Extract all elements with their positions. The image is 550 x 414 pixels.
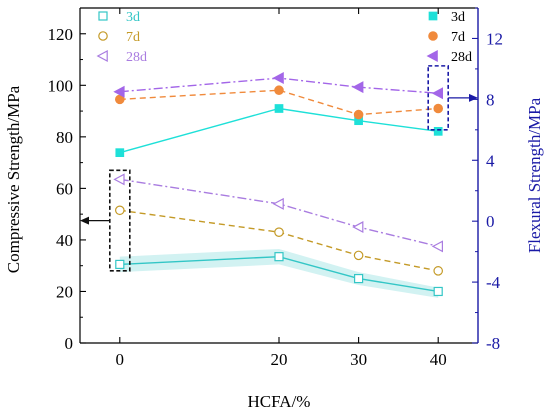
compressive-point-7d-40 — [433, 266, 443, 276]
compressive-point-3d-40 — [433, 286, 443, 297]
y-left-tick-label: 80 — [56, 128, 73, 147]
y-right-tick-label: 0 — [486, 212, 495, 231]
y-axis-left-label: Compressive Strength/MPa — [4, 85, 23, 273]
y-right-tick-label: -8 — [486, 334, 500, 353]
y-left-tick-label: 100 — [48, 76, 74, 95]
legend-marker-compressive-7d — [98, 31, 108, 41]
compressive-line-28d — [119, 178, 439, 248]
legend-marker-compressive-3d — [98, 11, 108, 21]
y-left-tick-label: 120 — [48, 25, 74, 44]
y-axis-right-label: Flexural Strength/MPa — [525, 97, 544, 253]
flexural-point-28d-40 — [431, 87, 443, 100]
legend-label-flexural-7d: 7d — [451, 30, 465, 45]
y-right-tick-label: -4 — [486, 273, 501, 292]
annotation-layer — [80, 65, 478, 272]
annotation-arrowhead-flexural — [469, 93, 478, 102]
flexural-point-3d-20 — [274, 104, 284, 113]
x-tick-label: 40 — [430, 350, 447, 369]
flexural-point-3d-40 — [433, 126, 443, 136]
flexural-point-7d-30 — [353, 109, 364, 120]
legend-label-compressive-3d: 3d — [126, 10, 140, 25]
compressive-point-7d-20 — [274, 227, 284, 237]
y-left-tick-label: 0 — [65, 334, 74, 353]
flexural-line-28d — [119, 77, 439, 94]
compressive-point-3d-0 — [115, 259, 125, 270]
compressive-point-28d-40 — [431, 240, 443, 253]
legend-label-compressive-7d: 7d — [126, 30, 140, 45]
legend-label-flexural-3d: 3d — [451, 10, 465, 25]
axis-layer: 0 20 30 40 0 20 40 60 80 100 120 -8 -4 0 4 8 12 — [48, 7, 503, 369]
compressive-point-28d-30 — [352, 221, 364, 234]
legend-marker-flexural-7d — [428, 31, 438, 41]
annotation-arrowhead-compressive — [80, 216, 89, 225]
compressive-point-7d-30 — [353, 250, 364, 261]
y-right-tick-label: 8 — [486, 90, 495, 109]
series-line-layer — [119, 77, 439, 293]
legend-marker-flexural-28d — [426, 50, 438, 62]
x-axis-label: HCFA/% — [248, 392, 311, 411]
annotation-box-flexural — [427, 65, 450, 131]
flexural-line-7d — [119, 89, 439, 116]
y-left-tick-label: 40 — [56, 231, 73, 250]
compressive-line-7d — [119, 209, 439, 272]
flexural-point-28d-0 — [113, 85, 125, 98]
flexural-point-7d-20 — [274, 85, 284, 96]
compressive-point-3d-20 — [274, 252, 284, 262]
legend-label-flexural-28d: 28d — [451, 50, 472, 65]
legend-layer: 3d 7d 28d 3d 7d 28d — [96, 10, 472, 65]
flexural-point-7d-40 — [433, 103, 443, 114]
flexural-point-3d-0 — [115, 148, 125, 158]
y-right-tick-label: 12 — [486, 29, 503, 48]
x-tick-label: 30 — [350, 350, 367, 369]
compressive-point-28d-0 — [113, 173, 125, 186]
compressive-line-3d — [119, 255, 439, 293]
flexural-point-28d-20 — [272, 72, 284, 85]
y-left-tick-label: 60 — [56, 179, 73, 198]
y-right-tick-label: 4 — [486, 151, 495, 170]
flexural-line-3d — [119, 107, 439, 154]
compressive-point-3d-30 — [354, 273, 364, 284]
annotation-box-compressive — [109, 169, 131, 272]
series-marker-layer — [113, 72, 443, 297]
legend-marker-flexural-3d — [428, 11, 438, 21]
compressive-point-28d-20 — [272, 197, 284, 210]
x-tick-label: 20 — [271, 350, 288, 369]
x-tick-label: 0 — [116, 350, 125, 369]
legend-label-compressive-28d: 28d — [126, 50, 147, 65]
flexural-point-28d-30 — [352, 81, 364, 94]
compressive-point-7d-0 — [115, 205, 125, 216]
legend-marker-compressive-28d — [96, 50, 108, 62]
y-left-tick-label: 20 — [56, 282, 73, 301]
